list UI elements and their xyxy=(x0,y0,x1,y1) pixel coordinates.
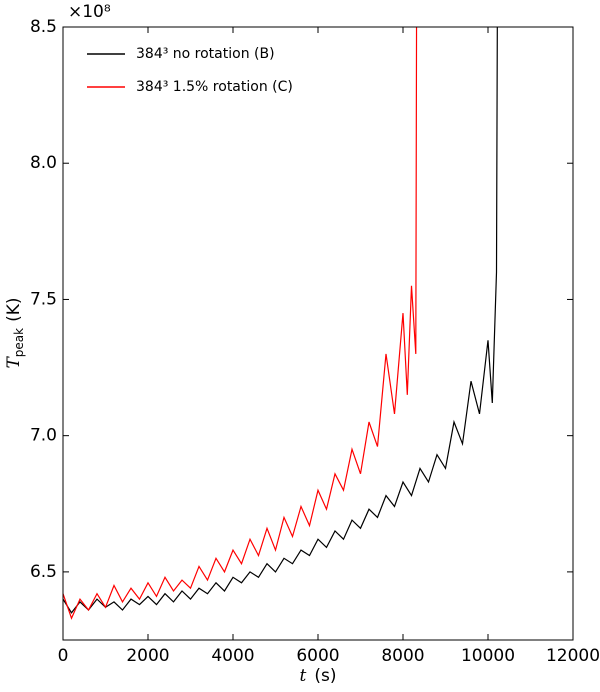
x-tick-label: 6000 xyxy=(296,646,339,666)
legend-label: 384³ 1.5% rotation (C) xyxy=(136,79,293,95)
x-tick-label: 0 xyxy=(58,646,69,666)
y-label-subscript: peak xyxy=(12,328,26,357)
y-tick-label: 8.5 xyxy=(30,17,57,37)
x-tick-label: 10000 xyxy=(461,646,515,666)
x-tick-label: 12000 xyxy=(546,646,600,666)
y-tick-label: 7.5 xyxy=(30,289,57,309)
y-label-symbol: T xyxy=(4,356,24,369)
legend-label: 384³ no rotation (B) xyxy=(136,46,275,62)
series-line xyxy=(63,27,498,614)
y-offset-label: ×10⁸ xyxy=(68,2,111,22)
x-label-unit: (s) xyxy=(314,666,336,686)
x-label-symbol: t xyxy=(300,666,307,686)
y-tick-label: 7.0 xyxy=(30,426,57,446)
series-line xyxy=(63,27,418,620)
y-tick-label: 6.5 xyxy=(30,562,57,582)
y-tick-label: 8.0 xyxy=(30,153,57,173)
x-tick-label: 2000 xyxy=(126,646,169,666)
y-label: Tpeak (K) xyxy=(4,297,26,368)
x-label: t (s) xyxy=(300,666,337,687)
y-label-unit: (K) xyxy=(4,297,24,321)
x-tick-label: 8000 xyxy=(381,646,424,666)
x-tick-label: 4000 xyxy=(211,646,254,666)
